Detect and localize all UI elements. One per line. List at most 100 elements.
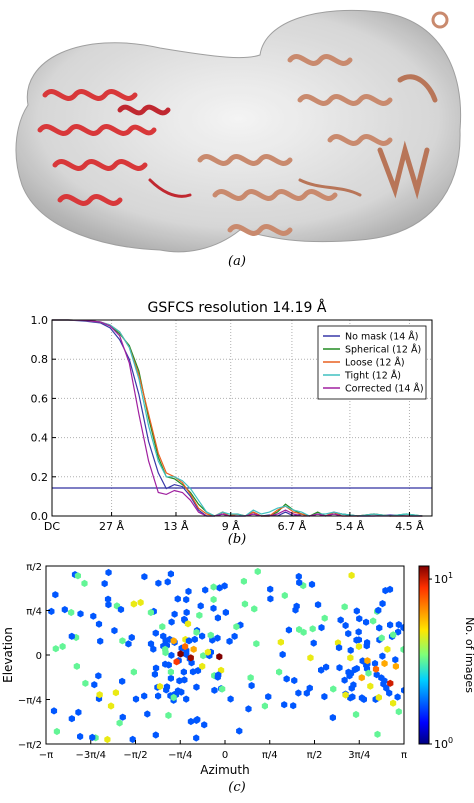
- hexbin-cell: [152, 664, 160, 672]
- hexbin-cell: [233, 623, 240, 631]
- fsc-chart: GSFCS resolution 14.19 Å 0.0 0.2 0.4 0.6 0.8…: [31, 299, 433, 533]
- hexbin-cell: [410, 636, 416, 643]
- hexbin-cell: [144, 710, 151, 718]
- hexbin-cell: [202, 586, 209, 594]
- hexbin-cell: [181, 676, 188, 684]
- y-tick-label: 0.4: [31, 432, 49, 445]
- hexbin-cell: [314, 601, 322, 609]
- orientation-heatmap: −π −3π/4 −π/2 −π/4 0 π/4 π/2 3π/4 π π/2π/40−π/4−…: [1, 562, 474, 777]
- hexbin-cell: [162, 660, 169, 668]
- hexbin-cell: [117, 605, 125, 614]
- x-axis-ticks: DC 27 Å 13 Å 9 Å 6.7 Å 5.4 Å 4.5 Å: [44, 512, 424, 533]
- x-tick-label: π: [401, 750, 407, 761]
- hexbin-cell: [341, 676, 348, 684]
- x-tick-label: 9 Å: [222, 520, 240, 533]
- x-axis-ticks: −π −3π/4 −π/2 −π/4 0 π/4 π/2 3π/4 π: [39, 740, 407, 761]
- hexbin-cell: [261, 702, 268, 710]
- hexbin-cell: [184, 620, 192, 628]
- hexbin-cell: [359, 657, 366, 665]
- hexbin-cell: [303, 689, 310, 697]
- hexbin-cell: [245, 705, 252, 713]
- hexbin-cell: [384, 645, 391, 653]
- hexbin-cell: [73, 662, 80, 670]
- hexbin-cell: [373, 671, 380, 679]
- hexbin-cell: [221, 582, 228, 590]
- hexbin-cell: [200, 652, 207, 660]
- hexbin-cell: [251, 605, 258, 613]
- legend-label: Spherical (12 Å): [345, 344, 421, 356]
- hexbin-cell: [168, 618, 175, 626]
- legend-label: Loose (12 Å): [345, 357, 405, 369]
- hexbin-cell: [159, 623, 166, 631]
- caption-a: (a): [228, 254, 246, 269]
- colorbar-tick-label: 100: [434, 736, 453, 751]
- hexbin-cell: [105, 568, 112, 577]
- hexbin-cell: [247, 674, 254, 682]
- hexbin-cell: [355, 642, 362, 651]
- hexbin-cell: [337, 616, 344, 624]
- hexbin-cell: [254, 567, 261, 576]
- hexbin-cell: [147, 640, 155, 648]
- hexbin-cell: [104, 735, 111, 744]
- hexbin-cell: [150, 645, 157, 653]
- hexbin-cell: [387, 679, 394, 687]
- colorbar: [418, 565, 430, 745]
- hexbin-cell: [151, 670, 158, 678]
- hexbin-cell: [241, 600, 249, 608]
- hexbin-cell: [387, 621, 394, 629]
- hexbin-cell: [409, 688, 415, 695]
- hexbin-cell: [253, 640, 260, 648]
- panel-c: −π −3π/4 −π/2 −π/4 0 π/4 π/2 3π/4 π π/2 π/4 0 −π/4−…: [0, 552, 474, 799]
- hexbin-cell: [211, 686, 218, 694]
- y-axis-ticks: 0.0 0.2 0.4 0.6 0.8 1.0: [31, 314, 56, 523]
- hexbin-cell: [188, 659, 195, 667]
- hexbin-cell: [367, 682, 374, 690]
- y-tick-label: 0.6: [31, 392, 49, 405]
- plot-frame: [51, 319, 433, 517]
- hexbin-cell: [390, 699, 397, 707]
- hexbin-cell: [50, 707, 58, 715]
- hexbin-cell: [152, 629, 159, 637]
- hexbin-cell: [281, 701, 288, 709]
- hexbin-cell: [395, 628, 402, 636]
- hexbin-cell: [267, 595, 274, 603]
- hexbin-cell: [167, 570, 174, 578]
- hexbin-cell: [74, 572, 81, 580]
- legend: No mask (14 Å)Spherical (12 Å)Loose (12 …: [317, 325, 427, 400]
- hexbin-cell: [199, 632, 206, 640]
- tan-domain-ribbons: [197, 54, 438, 236]
- hexbin-cell: [356, 615, 363, 623]
- hexbin-cell: [185, 587, 192, 595]
- hexbin-cell: [281, 591, 288, 600]
- x-tick-label: 4.5 Å: [395, 520, 424, 533]
- hexbin-cell: [90, 612, 97, 620]
- y-tick-label: π/4: [26, 607, 42, 618]
- panel-a: (a): [0, 0, 474, 282]
- hexbin-cell: [342, 621, 349, 630]
- hexbin-cell: [318, 666, 325, 674]
- hexbin-cell: [310, 639, 317, 647]
- hexbin-cell: [248, 682, 255, 690]
- hexbin-cell: [210, 604, 217, 612]
- hexbin-cell: [128, 633, 135, 642]
- hexbin-cell: [48, 607, 55, 615]
- hexbin-cell: [285, 626, 292, 634]
- hexbin-cell: [364, 657, 371, 665]
- x-tick-label: −3π/4: [76, 750, 107, 761]
- hexbin-cell: [194, 667, 202, 675]
- hexbin-cell: [400, 645, 404, 654]
- x-tick-label: −π/2: [123, 750, 147, 761]
- colorbar-ticks: 101 100: [429, 571, 453, 751]
- hexbin-cell: [199, 662, 206, 670]
- hexbin-cell: [176, 677, 183, 685]
- hexbin-cell: [386, 689, 393, 697]
- panel-b: GSFCS resolution 14.19 Å 0.0 0.2 0.4 0.6 0.8…: [0, 290, 474, 552]
- hexbin-cell: [347, 654, 354, 662]
- red-domain-ribbons: [37, 89, 192, 206]
- hexbin-cell: [283, 675, 290, 683]
- hexbin-cell: [358, 674, 365, 682]
- hexbin-cell: [155, 579, 162, 587]
- hexbin-cell: [53, 727, 60, 736]
- hexbin-cell: [137, 598, 144, 607]
- hexbin-cell: [392, 662, 399, 670]
